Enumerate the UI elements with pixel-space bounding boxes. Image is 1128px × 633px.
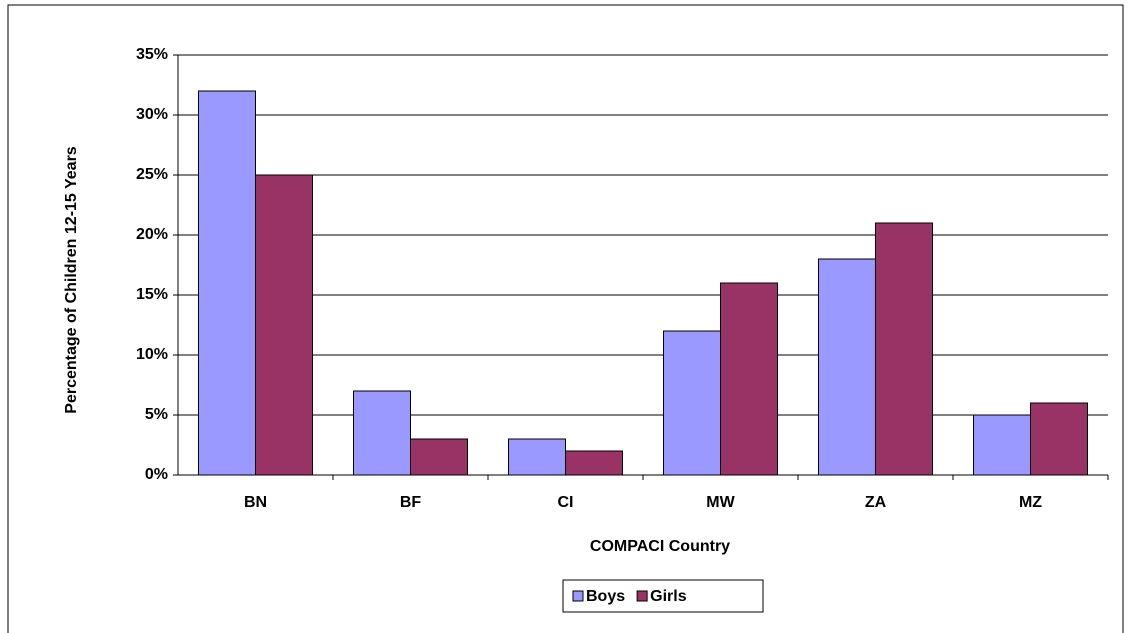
bar xyxy=(720,282,778,476)
y-tick-label: 30% xyxy=(136,106,168,123)
y-tick-label: 25% xyxy=(136,166,168,183)
x-tick-label: MZ xyxy=(1019,494,1042,511)
y-tick-label: 0% xyxy=(145,466,168,483)
y-axis-title: Percentage of Children 12-15 Years xyxy=(63,146,80,413)
legend-label: Girls xyxy=(650,588,687,605)
bar xyxy=(1030,402,1088,476)
bar xyxy=(353,390,411,476)
bar xyxy=(973,414,1031,476)
chart-frame xyxy=(7,4,1124,633)
bar xyxy=(663,330,721,476)
y-tick-label: 10% xyxy=(136,346,168,363)
y-tick-label: 15% xyxy=(136,286,168,303)
legend-swatch xyxy=(636,590,648,602)
x-tick-label: BN xyxy=(244,494,267,511)
bar xyxy=(255,174,313,476)
legend-label: Boys xyxy=(586,588,625,605)
y-tick-label: 20% xyxy=(136,226,168,243)
bar xyxy=(198,90,256,476)
x-tick-label: MW xyxy=(706,494,735,511)
x-tick-label: ZA xyxy=(865,494,887,511)
x-tick-label: CI xyxy=(558,494,574,511)
bar xyxy=(508,438,566,476)
bar xyxy=(818,258,876,476)
bar xyxy=(410,438,468,476)
legend-swatch xyxy=(572,590,584,602)
x-axis-title: COMPACI Country xyxy=(590,538,730,555)
y-tick-label: 35% xyxy=(136,46,168,63)
bar xyxy=(565,450,623,476)
x-tick-label: BF xyxy=(400,494,422,511)
bar xyxy=(875,222,933,476)
y-tick-label: 5% xyxy=(145,406,168,423)
legend-box xyxy=(562,579,764,613)
